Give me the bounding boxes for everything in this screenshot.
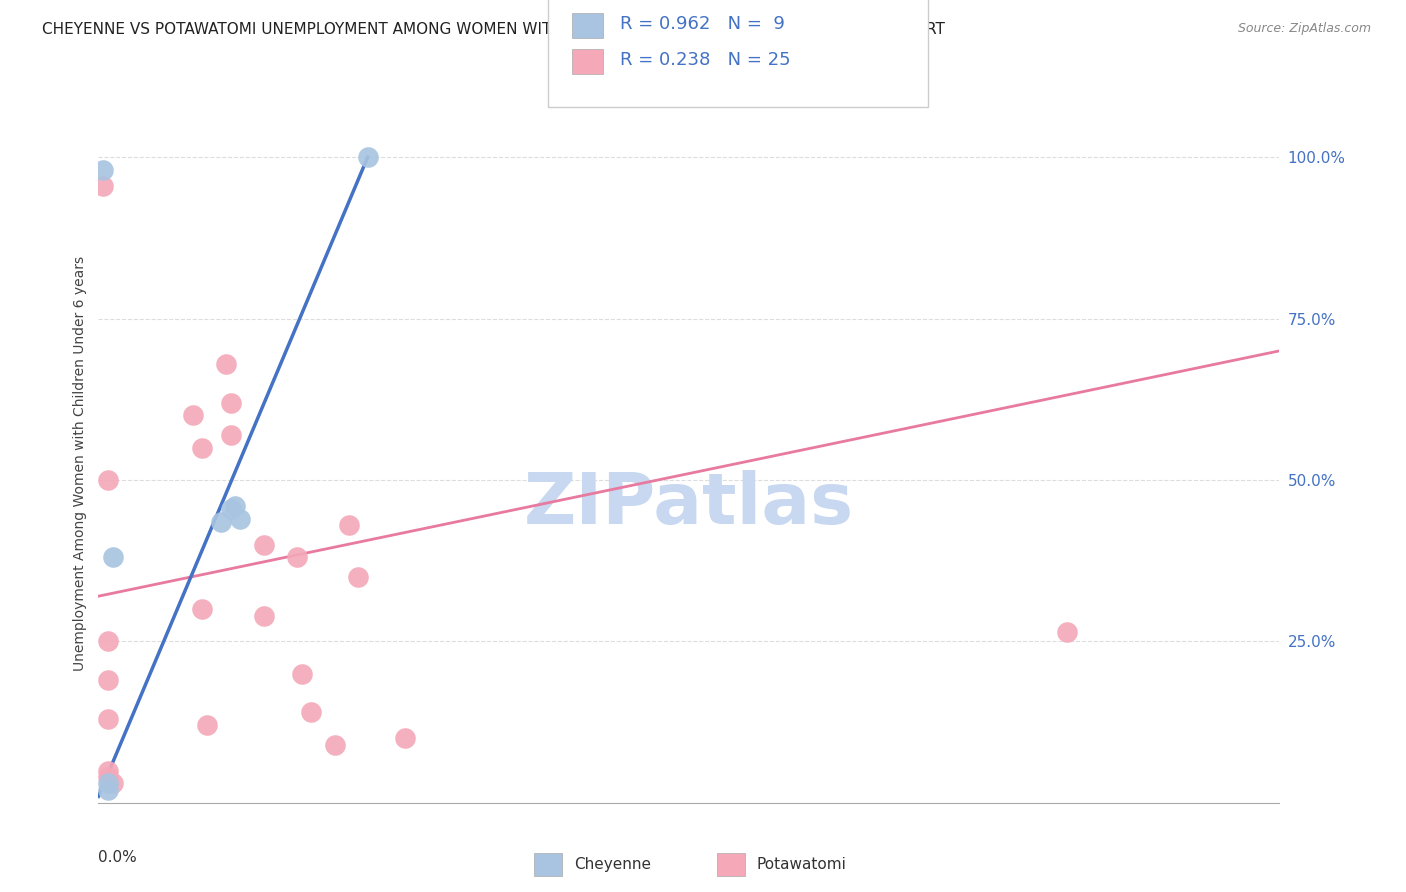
Point [191,441,214,455]
Point [97,770,120,784]
Point [215,357,238,371]
Text: R = 0.962   N =  9: R = 0.962 N = 9 [620,15,785,33]
Point [97,764,120,778]
Point [290,666,312,681]
Point [101,776,124,790]
Point [101,550,124,565]
Point [253,537,276,551]
Point [299,706,322,720]
Point [97,783,120,797]
Text: CHEYENNE VS POTAWATOMI UNEMPLOYMENT AMONG WOMEN WITH CHILDREN UNDER 6 YEARS CORR: CHEYENNE VS POTAWATOMI UNEMPLOYMENT AMON… [42,22,945,37]
Text: Source: ZipAtlas.com: Source: ZipAtlas.com [1237,22,1371,36]
Point [285,550,308,565]
Point [97,673,120,687]
Point [97,712,120,726]
Text: 0.0%: 0.0% [98,850,138,865]
Point [1056,624,1078,639]
Text: ZIPatlas: ZIPatlas [524,470,853,539]
Point [224,499,246,513]
Point [394,731,416,746]
Point [253,608,276,623]
Point [91,163,114,178]
Point [91,179,114,194]
Point [195,718,218,732]
Point [229,512,252,526]
Text: R = 0.238   N = 25: R = 0.238 N = 25 [620,51,790,69]
Point [97,473,120,487]
Point [347,570,370,584]
Text: Cheyenne: Cheyenne [574,857,651,871]
Point [97,634,120,648]
Point [337,518,360,533]
Y-axis label: Unemployment Among Women with Children Under 6 years: Unemployment Among Women with Children U… [73,256,87,672]
Text: Potawatomi: Potawatomi [756,857,846,871]
Point [219,427,242,442]
Point [219,395,242,409]
Point [191,602,214,616]
Point [97,776,120,790]
Point [357,150,380,164]
Point [209,515,232,529]
Point [181,409,204,423]
Point [219,502,242,516]
Point [323,738,346,752]
